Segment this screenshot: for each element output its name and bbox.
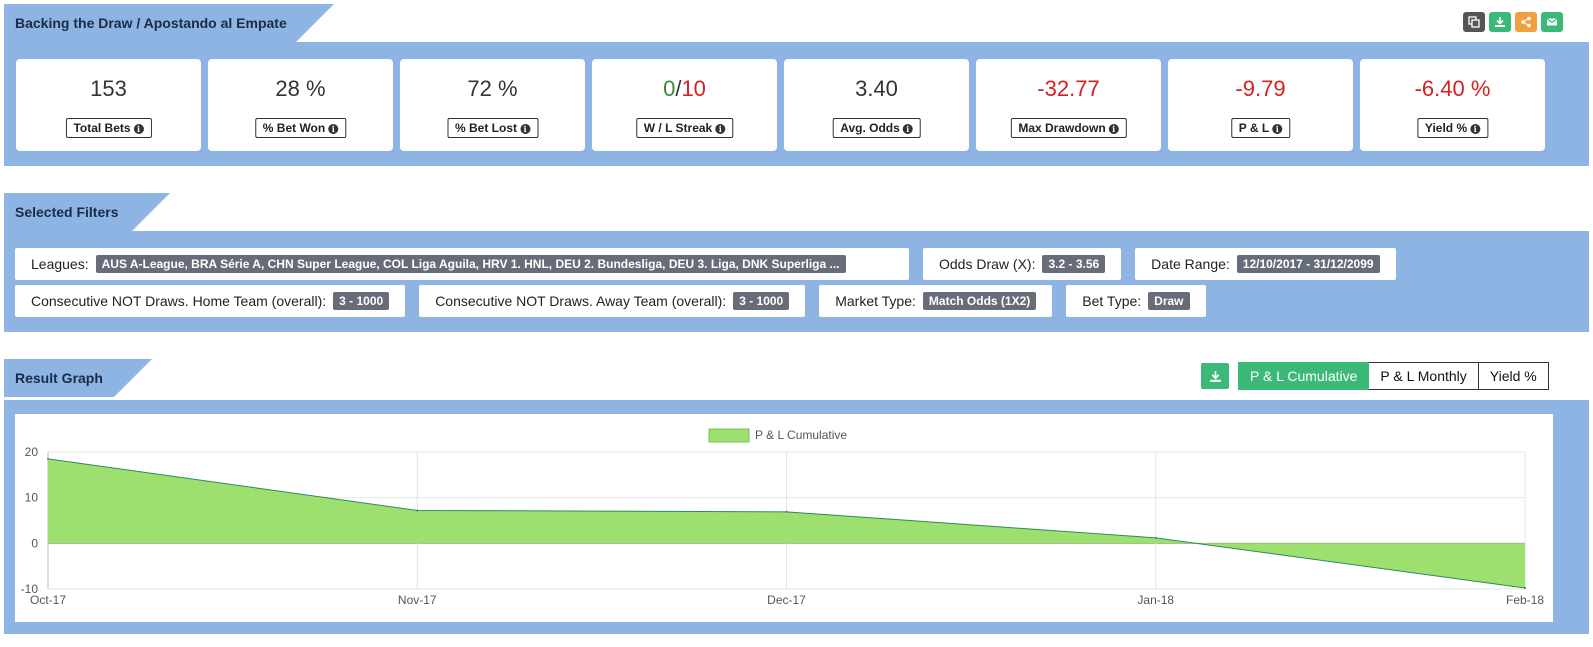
stat-card-wl-streak: 0/10 W / L Streak i — [592, 59, 777, 151]
legend-label: P & L Cumulative — [755, 428, 847, 442]
stat-value: -6.40 % — [1414, 76, 1491, 101]
filter-value-badge: AUS A-League, BRA Série A, CHN Super Lea… — [95, 255, 846, 273]
download-button[interactable] — [1489, 12, 1511, 32]
graph-title-tab: Result Graph — [4, 359, 152, 397]
stat-value: 28 % — [275, 76, 326, 101]
filter-market-type: Market Type: Match Odds (1X2) — [819, 285, 1053, 317]
data-point — [47, 457, 49, 460]
email-icon — [1546, 18, 1558, 26]
x-tick-label: Oct-17 — [30, 593, 66, 607]
x-tick-label: Feb-18 — [1506, 593, 1544, 607]
filter-label: Consecutive NOT Draws. Home Team (overal… — [31, 293, 327, 309]
filters-row-2: Consecutive NOT Draws. Home Team (overal… — [15, 285, 1206, 317]
info-icon: i — [1470, 124, 1481, 134]
streak-separator: / — [675, 76, 682, 101]
stat-value: 72 % — [467, 76, 518, 101]
stat-label[interactable]: Yield % i — [1416, 118, 1489, 138]
stat-value: 0/10 — [592, 76, 777, 102]
win-streak-value: 0 — [663, 76, 676, 101]
page-title-tab: Backing the Draw / Apostando al Empate — [4, 4, 334, 42]
data-point — [416, 509, 419, 512]
series-area — [48, 458, 1525, 589]
tab-pl-monthly[interactable]: P & L Monthly — [1369, 362, 1479, 390]
page-title: Backing the Draw / Apostando al Empate — [15, 15, 287, 31]
y-tick-label: 0 — [31, 536, 38, 550]
stat-value: 153 — [90, 76, 127, 101]
copy-icon — [1468, 16, 1480, 28]
stat-card-total-bets: 153 Total Bets i — [16, 59, 201, 151]
data-point — [785, 510, 788, 513]
stat-card-bet-lost: 72 % % Bet Lost i — [400, 59, 585, 151]
filter-leagues: Leagues: AUS A-League, BRA Série A, CHN … — [15, 248, 909, 280]
filters-title: Selected Filters — [15, 204, 119, 220]
filter-value-badge: 3 - 1000 — [733, 292, 790, 310]
filter-label: Leagues: — [31, 256, 89, 272]
data-point — [1524, 587, 1526, 590]
info-icon: i — [1272, 124, 1283, 134]
stat-label[interactable]: Avg. Odds i — [832, 118, 921, 138]
filter-bet-type: Bet Type: Draw — [1066, 285, 1206, 317]
loss-streak-value: 10 — [681, 76, 706, 101]
filter-odds-draw: Odds Draw (X): 3.2 - 3.56 — [923, 248, 1122, 280]
x-tick-label: Nov-17 — [398, 593, 437, 607]
stat-label[interactable]: W / L Streak i — [635, 118, 734, 138]
download-icon — [1495, 17, 1505, 27]
x-tick-label: Dec-17 — [767, 593, 806, 607]
filter-label: Market Type: — [835, 293, 916, 309]
y-tick-label: 10 — [25, 491, 39, 505]
data-point — [1154, 536, 1157, 539]
tab-yield[interactable]: Yield % — [1478, 362, 1549, 390]
stat-value: -9.79 — [1235, 76, 1286, 101]
info-icon: i — [1108, 124, 1119, 134]
stat-label[interactable]: % Bet Lost i — [446, 118, 539, 138]
info-icon: i — [328, 124, 339, 134]
filter-consecutive-away: Consecutive NOT Draws. Away Team (overal… — [419, 285, 806, 317]
download-icon — [1209, 370, 1221, 382]
filters-title-tab: Selected Filters — [4, 193, 170, 231]
filter-label: Bet Type: — [1082, 293, 1142, 309]
filter-label: Consecutive NOT Draws. Away Team (overal… — [435, 293, 727, 309]
stat-card-bet-won: 28 % % Bet Won i — [208, 59, 393, 151]
stat-label[interactable]: % Bet Won i — [254, 118, 347, 138]
filter-consecutive-home: Consecutive NOT Draws. Home Team (overal… — [15, 285, 406, 317]
legend-swatch — [708, 428, 750, 443]
filter-value-badge: 3.2 - 3.56 — [1042, 255, 1106, 273]
stat-card-avg-odds: 3.40 Avg. Odds i — [784, 59, 969, 151]
filter-date-range: Date Range: 12/10/2017 - 31/12/2099 — [1135, 248, 1396, 280]
info-icon: i — [715, 124, 726, 134]
graph-title: Result Graph — [15, 370, 103, 386]
info-icon: i — [902, 124, 913, 134]
stat-value: -32.77 — [1037, 76, 1100, 101]
info-icon: i — [133, 124, 144, 134]
stat-card-yield: -6.40 % Yield % i — [1360, 59, 1545, 151]
tab-pl-cumulative[interactable]: P & L Cumulative — [1238, 362, 1370, 390]
stat-label[interactable]: Total Bets i — [65, 118, 152, 138]
stat-value: 3.40 — [855, 76, 898, 101]
pl-cumulative-chart: -10 0 10 20 Oct-17 Nov-17 Dec-17 Jan-18 Feb-18 P … — [21, 428, 1545, 607]
stat-cards: 153 Total Bets i 28 % % Bet Won i 72 % % B… — [16, 59, 1545, 151]
email-button[interactable] — [1541, 12, 1563, 32]
filter-value-badge: 3 - 1000 — [333, 292, 390, 310]
stat-card-max-drawdown: -32.77 Max Drawdown i — [976, 59, 1161, 151]
filter-value-badge: 12/10/2017 - 31/12/2099 — [1236, 255, 1380, 273]
filter-label: Date Range: — [1151, 256, 1230, 272]
copy-button[interactable] — [1463, 12, 1485, 32]
info-icon: i — [520, 124, 531, 134]
header-tools — [1463, 12, 1563, 32]
graph-download-button[interactable] — [1201, 363, 1229, 389]
stat-label[interactable]: Max Drawdown i — [1010, 118, 1127, 138]
share-icon — [1521, 16, 1531, 28]
filter-value-badge: Match Odds (1X2) — [922, 292, 1037, 310]
filter-value-badge: Draw — [1148, 292, 1190, 310]
filters-row-1: Leagues: AUS A-League, BRA Série A, CHN … — [15, 248, 1396, 280]
y-tick-label: 20 — [25, 445, 39, 459]
y-tick-label: -10 — [21, 582, 39, 596]
filter-label: Odds Draw (X): — [939, 256, 1036, 272]
share-button[interactable] — [1515, 12, 1537, 32]
x-tick-label: Jan-18 — [1137, 593, 1174, 607]
graph-tabs: P & L Cumulative P & L Monthly Yield % — [1238, 362, 1549, 390]
chart-container: -10 0 10 20 Oct-17 Nov-17 Dec-17 Jan-18 Feb-18 P … — [15, 414, 1553, 622]
